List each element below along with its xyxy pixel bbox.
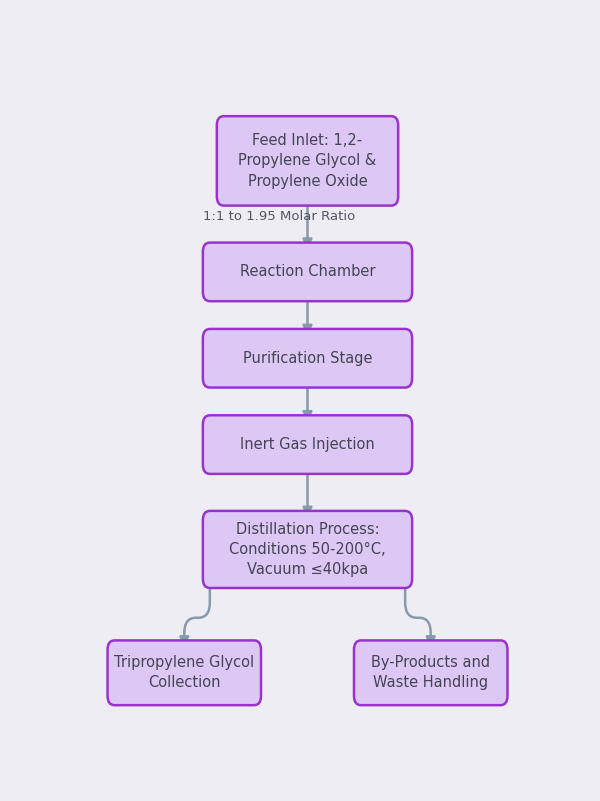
Text: Inert Gas Injection: Inert Gas Injection <box>240 437 375 452</box>
FancyBboxPatch shape <box>354 641 508 705</box>
FancyBboxPatch shape <box>203 329 412 388</box>
FancyBboxPatch shape <box>203 243 412 301</box>
Text: Feed Inlet: 1,2-
Propylene Glycol &
Propylene Oxide: Feed Inlet: 1,2- Propylene Glycol & Prop… <box>238 133 377 189</box>
FancyBboxPatch shape <box>107 641 261 705</box>
Text: 1:1 to 1.95 Molar Ratio: 1:1 to 1.95 Molar Ratio <box>203 210 356 223</box>
FancyBboxPatch shape <box>203 415 412 474</box>
Text: Purification Stage: Purification Stage <box>243 351 372 366</box>
FancyBboxPatch shape <box>217 116 398 206</box>
Text: Reaction Chamber: Reaction Chamber <box>240 264 375 280</box>
Text: Distillation Process:
Conditions 50-200°C,
Vacuum ≤40kpa: Distillation Process: Conditions 50-200°… <box>229 521 386 578</box>
Text: Tripropylene Glycol
Collection: Tripropylene Glycol Collection <box>114 655 254 690</box>
FancyBboxPatch shape <box>203 511 412 588</box>
Text: By-Products and
Waste Handling: By-Products and Waste Handling <box>371 655 490 690</box>
